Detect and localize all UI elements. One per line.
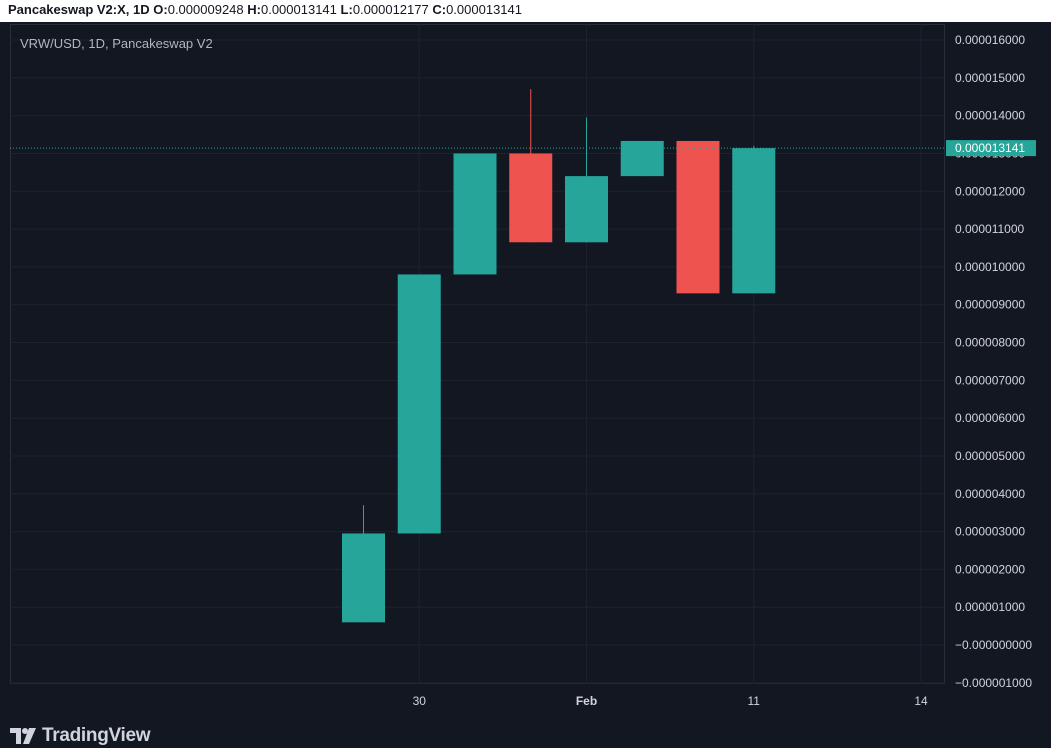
last-price-badge	[946, 140, 1036, 157]
last-price-label: 0.000013141	[955, 141, 1025, 155]
close-value: 0.000013141	[446, 2, 522, 17]
tradingview-logo-text: TradingView	[42, 725, 151, 746]
x-axis-tick-label: Feb	[576, 694, 597, 708]
candle-body[interactable]	[509, 153, 553, 243]
y-axis-tick-label: 0.000012000	[955, 184, 1025, 198]
y-axis-tick-label: −0.000000000	[955, 638, 1032, 652]
candle-body[interactable]	[676, 140, 720, 294]
y-axis-tick-label: 0.000010000	[955, 260, 1025, 274]
y-axis-tick-label: 0.000011000	[955, 222, 1025, 236]
candle-body[interactable]	[342, 533, 385, 623]
y-axis-tick-label: 0.000006000	[955, 411, 1025, 425]
chart-legend: VRW/USD, 1D, Pancakeswap V2	[20, 36, 213, 51]
y-axis-tick-label: 0.000004000	[955, 487, 1025, 501]
high-label: H:	[247, 2, 261, 17]
open-label: O:	[153, 2, 168, 17]
high-value: 0.000013141	[260, 2, 337, 17]
x-axis-tick-label: 30	[413, 694, 427, 708]
y-axis-tick-label: 0.000009000	[955, 298, 1025, 312]
candle-body[interactable]	[620, 140, 664, 177]
ohlc-header: Pancakeswap V2:X, 1D O:0.000009248 H:0.0…	[0, 0, 1051, 22]
low-label: L:	[340, 2, 353, 17]
y-axis-tick-label: 0.000001000	[955, 600, 1025, 614]
tradingview-logo-icon	[10, 728, 36, 744]
y-axis-tick-label: 0.000014000	[955, 109, 1025, 123]
x-axis-tick-label: 11	[748, 694, 761, 708]
y-axis-tick-label: 0.000005000	[955, 449, 1025, 463]
x-axis-tick-label: 14	[914, 694, 928, 708]
y-axis-tick-label: −0.000001000	[955, 676, 1032, 690]
close-label: C:	[432, 2, 447, 17]
tradingview-logo[interactable]: TradingView	[10, 724, 151, 748]
y-axis-tick-label: 0.000002000	[955, 562, 1025, 576]
y-axis-tick-label: 0.000016000	[955, 33, 1025, 47]
y-axis-tick-label: 0.000015000	[955, 71, 1025, 85]
chart-pane[interactable]	[10, 24, 945, 684]
y-axis-tick-label: 0.000007000	[955, 373, 1025, 387]
open-value: 0.000009248	[167, 2, 244, 17]
symbol-label: Pancakeswap V2:X, 1D	[8, 2, 150, 17]
candle-body[interactable]	[565, 176, 608, 243]
y-axis-tick-label: 0.000008000	[955, 336, 1025, 350]
candle-body[interactable]	[453, 153, 497, 275]
candle-body[interactable]	[397, 274, 441, 534]
low-value: 0.000012177	[352, 2, 429, 17]
y-axis-tick-label: 0.000003000	[955, 525, 1025, 539]
candle-body[interactable]	[732, 148, 776, 294]
